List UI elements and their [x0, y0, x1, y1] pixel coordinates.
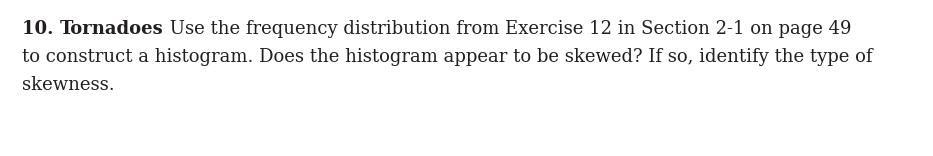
Text: 10.: 10.	[22, 20, 60, 38]
Text: Use the frequency distribution from Exercise 12 in Section 2-1 on page 49: Use the frequency distribution from Exer…	[163, 20, 851, 38]
Text: Tornadoes: Tornadoes	[60, 20, 163, 38]
Text: skewness.: skewness.	[22, 76, 115, 94]
Text: to construct a histogram. Does the histogram appear to be skewed? If so, identif: to construct a histogram. Does the histo…	[22, 48, 872, 66]
